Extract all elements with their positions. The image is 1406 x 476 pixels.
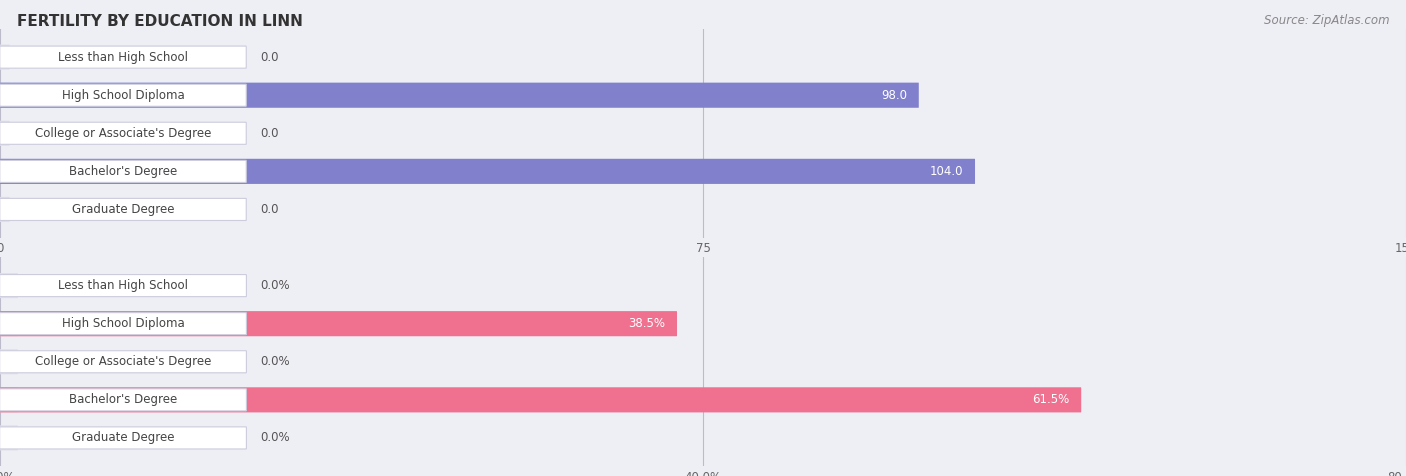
- Text: FERTILITY BY EDUCATION IN LINN: FERTILITY BY EDUCATION IN LINN: [17, 14, 302, 30]
- FancyBboxPatch shape: [0, 313, 246, 335]
- Text: Graduate Degree: Graduate Degree: [72, 203, 174, 216]
- Text: 0.0%: 0.0%: [260, 431, 290, 445]
- FancyBboxPatch shape: [0, 311, 18, 336]
- FancyBboxPatch shape: [0, 83, 10, 108]
- FancyBboxPatch shape: [0, 426, 18, 450]
- FancyBboxPatch shape: [0, 275, 246, 297]
- FancyBboxPatch shape: [0, 311, 678, 336]
- Text: Bachelor's Degree: Bachelor's Degree: [69, 393, 177, 407]
- FancyBboxPatch shape: [0, 122, 246, 144]
- Text: 0.0%: 0.0%: [260, 355, 290, 368]
- Text: 0.0: 0.0: [260, 50, 278, 64]
- FancyBboxPatch shape: [0, 351, 246, 373]
- Text: Source: ZipAtlas.com: Source: ZipAtlas.com: [1264, 14, 1389, 27]
- FancyBboxPatch shape: [0, 46, 246, 68]
- FancyBboxPatch shape: [0, 84, 246, 106]
- FancyBboxPatch shape: [0, 121, 10, 146]
- FancyBboxPatch shape: [0, 273, 18, 298]
- Text: 104.0: 104.0: [931, 165, 963, 178]
- Text: Less than High School: Less than High School: [58, 50, 188, 64]
- FancyBboxPatch shape: [0, 159, 10, 184]
- Text: 61.5%: 61.5%: [1032, 393, 1070, 407]
- Text: College or Associate's Degree: College or Associate's Degree: [35, 127, 211, 140]
- Text: High School Diploma: High School Diploma: [62, 317, 184, 330]
- FancyBboxPatch shape: [0, 198, 246, 220]
- Text: 0.0%: 0.0%: [260, 279, 290, 292]
- FancyBboxPatch shape: [0, 387, 1081, 412]
- Text: High School Diploma: High School Diploma: [62, 89, 184, 102]
- FancyBboxPatch shape: [0, 197, 10, 222]
- FancyBboxPatch shape: [0, 427, 246, 449]
- FancyBboxPatch shape: [0, 349, 18, 374]
- Text: 38.5%: 38.5%: [628, 317, 665, 330]
- FancyBboxPatch shape: [0, 83, 918, 108]
- Text: 0.0: 0.0: [260, 127, 278, 140]
- FancyBboxPatch shape: [0, 159, 974, 184]
- Text: Less than High School: Less than High School: [58, 279, 188, 292]
- Text: College or Associate's Degree: College or Associate's Degree: [35, 355, 211, 368]
- Text: Graduate Degree: Graduate Degree: [72, 431, 174, 445]
- FancyBboxPatch shape: [0, 45, 10, 69]
- Text: 0.0: 0.0: [260, 203, 278, 216]
- FancyBboxPatch shape: [0, 160, 246, 182]
- FancyBboxPatch shape: [0, 389, 246, 411]
- Text: Bachelor's Degree: Bachelor's Degree: [69, 165, 177, 178]
- Text: 98.0: 98.0: [882, 89, 907, 102]
- FancyBboxPatch shape: [0, 387, 18, 412]
